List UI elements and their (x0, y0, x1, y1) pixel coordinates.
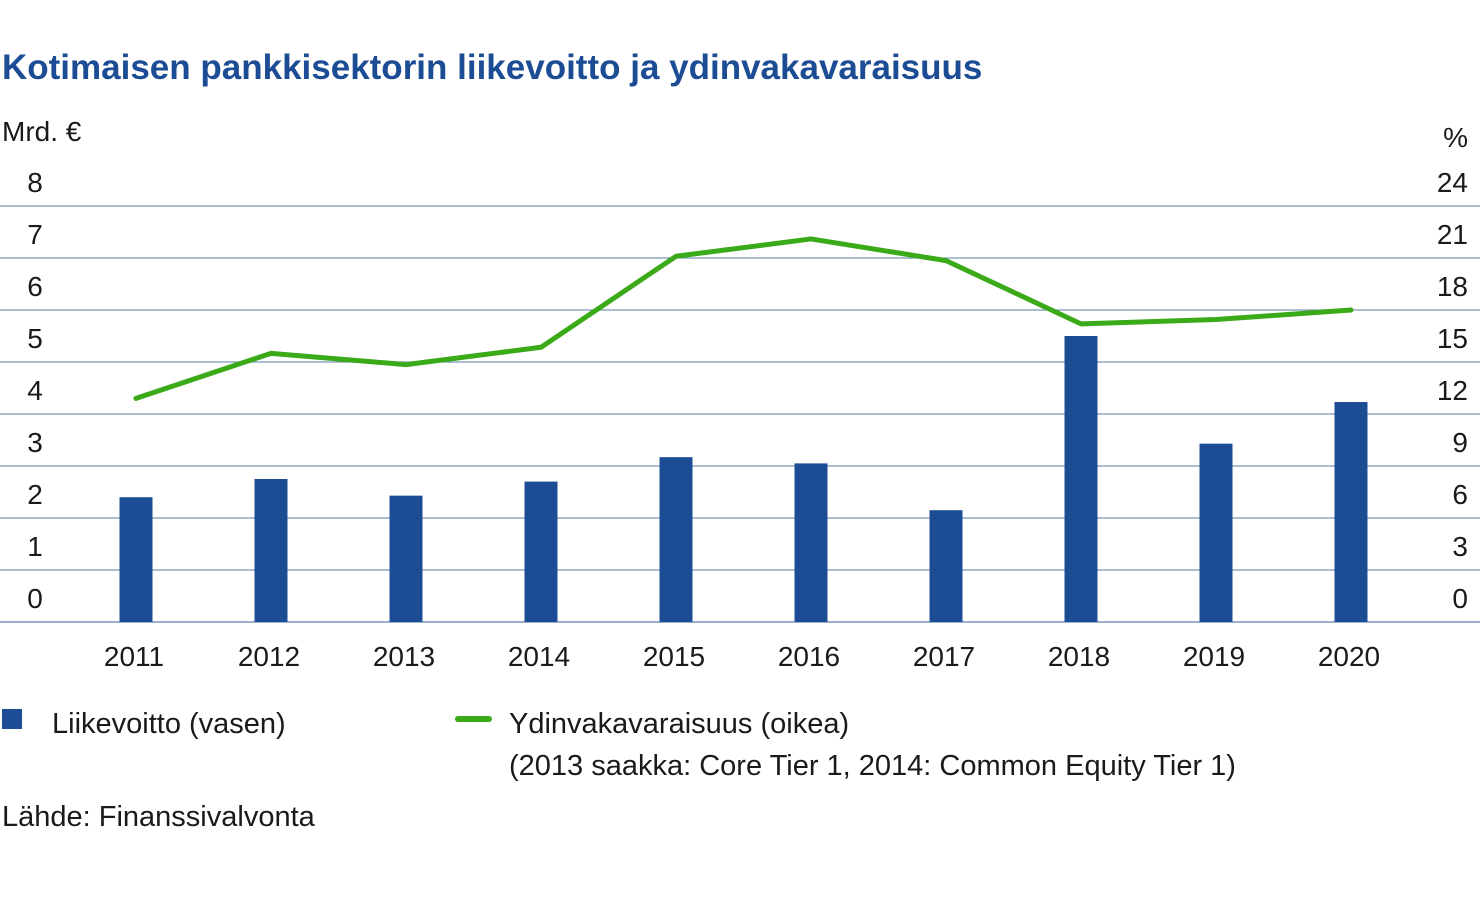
left-tick-label: 1 (27, 531, 43, 562)
x-tick-label: 2015 (643, 641, 705, 672)
bar-2020 (1334, 402, 1368, 622)
bar-2014 (524, 481, 558, 622)
x-tick-label: 2020 (1318, 641, 1380, 672)
x-axis-labels: 2011 2012 2013 2014 2015 2016 2017 2018 2019 2020 (104, 641, 1380, 672)
bar-2013 (389, 495, 423, 622)
right-tick-label: 15 (1437, 323, 1468, 354)
right-axis-ticks: 0 3 6 9 12 15 18 21 24 (1437, 167, 1468, 614)
bar-2015 (659, 457, 693, 622)
right-tick-label: 12 (1437, 375, 1468, 406)
line-ydinvakavaraisuus (133, 236, 1354, 401)
right-tick-label: 18 (1437, 271, 1468, 302)
legend-note-line: (2013 saakka: Core Tier 1, 2014: Common … (509, 750, 1236, 782)
left-tick-label: 0 (27, 583, 43, 614)
x-tick-label: 2011 (104, 641, 164, 672)
right-axis-label: % (1443, 122, 1468, 153)
right-tick-label: 9 (1452, 427, 1468, 458)
right-tick-label: 21 (1437, 219, 1468, 250)
x-tick-label: 2017 (913, 641, 975, 672)
left-tick-label: 7 (27, 219, 43, 250)
x-tick-label: 2019 (1183, 641, 1245, 672)
left-tick-label: 5 (27, 323, 43, 354)
left-tick-label: 3 (27, 427, 43, 458)
left-axis-label: Mrd. € (2, 116, 82, 147)
x-tick-label: 2013 (373, 641, 435, 672)
x-tick-label: 2012 (238, 641, 300, 672)
right-tick-label: 6 (1452, 479, 1468, 510)
line-series (133, 236, 1354, 401)
bar-series (119, 336, 1368, 622)
left-tick-label: 6 (27, 271, 43, 302)
chart-title: Kotimaisen pankkisektorin liikevoitto ja… (2, 48, 982, 87)
left-tick-label: 8 (27, 167, 43, 198)
gridlines (0, 205, 1480, 623)
right-tick-label: 24 (1437, 167, 1468, 198)
bar-2016 (794, 463, 828, 622)
left-axis-ticks: 0 1 2 3 4 5 6 7 8 (27, 167, 43, 614)
x-tick-label: 2016 (778, 641, 840, 672)
right-tick-label: 3 (1452, 531, 1468, 562)
bar-2017 (929, 510, 963, 622)
left-tick-label: 2 (27, 479, 43, 510)
bar-2012 (254, 479, 288, 622)
legend-label-bar: Liikevoitto (vasen) (52, 708, 286, 740)
x-tick-label: 2014 (508, 641, 570, 672)
legend-swatch-bar (2, 709, 22, 729)
left-tick-label: 4 (27, 375, 43, 406)
x-tick-label: 2018 (1048, 641, 1110, 672)
right-tick-label: 0 (1452, 583, 1468, 614)
source-note: Lähde: Finanssivalvonta (2, 801, 316, 833)
legend-label-line: Ydinvakavaraisuus (oikea) (509, 708, 849, 740)
bar-2011 (119, 497, 153, 622)
bar-2018 (1064, 336, 1098, 622)
bar-2019 (1199, 443, 1233, 622)
